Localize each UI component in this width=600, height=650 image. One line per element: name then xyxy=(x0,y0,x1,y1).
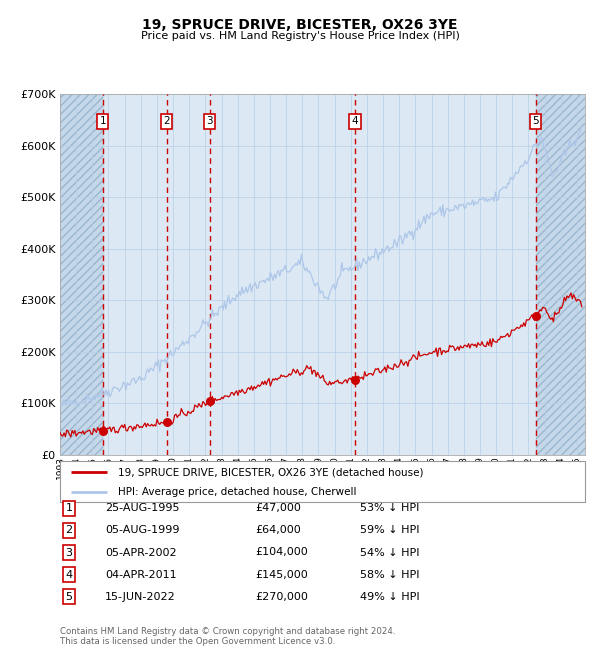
Text: Price paid vs. HM Land Registry's House Price Index (HPI): Price paid vs. HM Land Registry's House … xyxy=(140,31,460,41)
Text: 49% ↓ HPI: 49% ↓ HPI xyxy=(360,592,419,602)
Text: £145,000: £145,000 xyxy=(255,569,308,580)
Text: 05-APR-2002: 05-APR-2002 xyxy=(105,547,176,558)
Text: 4: 4 xyxy=(65,569,73,580)
Bar xyxy=(60,94,103,455)
Text: 04-APR-2011: 04-APR-2011 xyxy=(105,569,176,580)
Bar xyxy=(536,94,585,455)
FancyBboxPatch shape xyxy=(60,461,585,502)
Text: 2: 2 xyxy=(65,525,73,536)
Bar xyxy=(536,94,585,455)
Text: £47,000: £47,000 xyxy=(255,503,301,514)
Text: 15-JUN-2022: 15-JUN-2022 xyxy=(105,592,176,602)
Text: 4: 4 xyxy=(352,116,358,126)
Bar xyxy=(60,94,103,455)
Text: 2: 2 xyxy=(163,116,170,126)
Text: HPI: Average price, detached house, Cherwell: HPI: Average price, detached house, Cher… xyxy=(118,487,356,497)
Text: £270,000: £270,000 xyxy=(255,592,308,602)
Text: 58% ↓ HPI: 58% ↓ HPI xyxy=(360,569,419,580)
Text: £64,000: £64,000 xyxy=(255,525,301,536)
Text: 5: 5 xyxy=(65,592,73,602)
Text: 05-AUG-1999: 05-AUG-1999 xyxy=(105,525,179,536)
Text: 1: 1 xyxy=(65,503,73,514)
Text: This data is licensed under the Open Government Licence v3.0.: This data is licensed under the Open Gov… xyxy=(60,637,335,646)
Text: 59% ↓ HPI: 59% ↓ HPI xyxy=(360,525,419,536)
Text: Contains HM Land Registry data © Crown copyright and database right 2024.: Contains HM Land Registry data © Crown c… xyxy=(60,627,395,636)
Text: 3: 3 xyxy=(65,547,73,558)
Text: 5: 5 xyxy=(532,116,539,126)
Text: 3: 3 xyxy=(206,116,213,126)
Text: 54% ↓ HPI: 54% ↓ HPI xyxy=(360,547,419,558)
Text: £104,000: £104,000 xyxy=(255,547,308,558)
Text: 19, SPRUCE DRIVE, BICESTER, OX26 3YE: 19, SPRUCE DRIVE, BICESTER, OX26 3YE xyxy=(142,18,458,32)
Text: 19, SPRUCE DRIVE, BICESTER, OX26 3YE (detached house): 19, SPRUCE DRIVE, BICESTER, OX26 3YE (de… xyxy=(118,467,423,477)
Text: 53% ↓ HPI: 53% ↓ HPI xyxy=(360,503,419,514)
Text: 1: 1 xyxy=(100,116,106,126)
Text: 25-AUG-1995: 25-AUG-1995 xyxy=(105,503,179,514)
